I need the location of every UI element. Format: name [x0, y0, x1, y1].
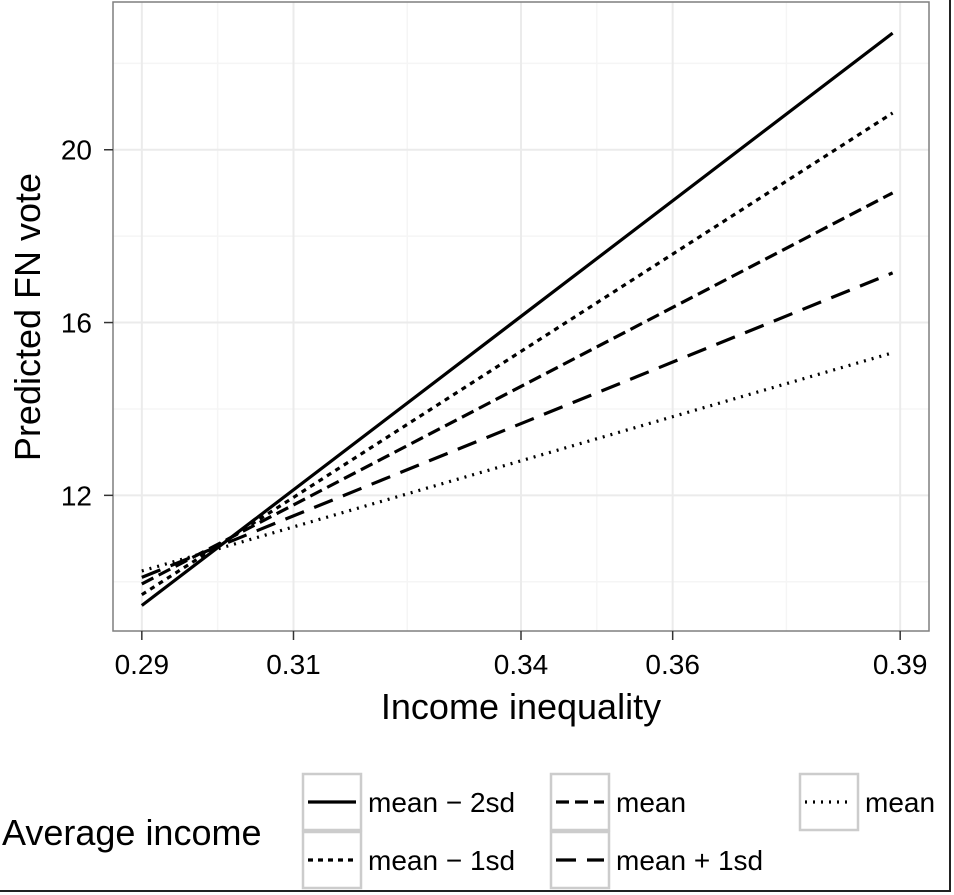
series-line-4 — [141, 271, 894, 579]
x-tick-label: 0.39 — [873, 649, 928, 680]
series-layer — [140, 31, 894, 607]
series-line-1 — [140, 31, 894, 607]
legend-item: mean — [798, 772, 935, 832]
legend-item: mean + 1sd — [549, 830, 763, 890]
legend-label: mean − 2sd — [368, 787, 515, 818]
legend-item: mean — [549, 772, 686, 832]
legend-label: mean + 1sd — [616, 845, 763, 876]
x-tick-label: 0.36 — [645, 649, 700, 680]
grid-major — [113, 2, 929, 631]
legend-label: mean — [865, 787, 935, 818]
series-line-5 — [141, 351, 894, 573]
x-tick-label: 0.29 — [115, 649, 170, 680]
legend-label: mean − 1sd — [368, 845, 515, 876]
legend-title: Average income — [2, 812, 262, 853]
y-tick-label: 12 — [61, 480, 92, 511]
x-tick-label: 0.34 — [494, 649, 549, 680]
x-axis-title: Income inequality — [381, 686, 661, 727]
x-tick-label: 0.31 — [266, 649, 321, 680]
legend-item: mean − 2sd — [301, 772, 515, 832]
y-axis: 12 16 20 — [61, 135, 113, 511]
legend-item: mean − 1sd — [301, 830, 515, 890]
legend: mean − 2sd mean − 1sd mean mean + 1sd mean — [301, 772, 935, 890]
y-tick-label: 20 — [61, 135, 92, 166]
legend-label: mean — [616, 787, 686, 818]
y-tick-label: 16 — [61, 308, 92, 339]
series-line-3 — [141, 191, 894, 586]
x-axis: 0.29 0.31 0.34 0.36 0.39 — [115, 631, 928, 680]
series-line-2 — [140, 111, 894, 597]
y-axis-title: Predicted FN vote — [7, 173, 48, 461]
